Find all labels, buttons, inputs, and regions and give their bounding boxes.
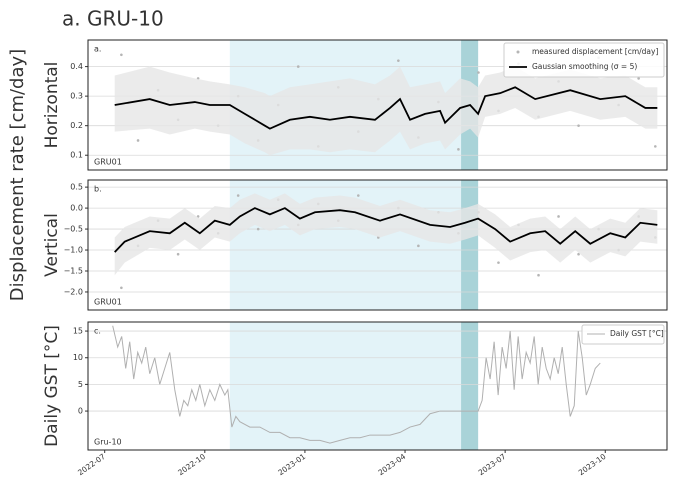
legend-marker xyxy=(516,50,520,54)
y-tick-label: 0 xyxy=(78,407,83,416)
panel-ylabel: Horizontal xyxy=(42,62,62,149)
panel-label: a. xyxy=(94,45,101,54)
measured-point xyxy=(120,286,123,290)
x-tick-label: 2022-07 xyxy=(76,452,107,477)
measured-point xyxy=(577,252,580,256)
station-label: GRU01 xyxy=(94,298,122,307)
y-tick-label: 15 xyxy=(73,327,83,336)
y-tick-label: 0.4 xyxy=(70,62,83,71)
x-tick-label: 2023-04 xyxy=(376,452,407,477)
panel-label: c. xyxy=(94,327,101,336)
measured-point xyxy=(120,53,123,57)
x-tick-label: 2023-01 xyxy=(276,452,307,477)
data-line xyxy=(112,325,601,444)
measured-point xyxy=(637,77,640,80)
x-tick-label: 2023-07 xyxy=(477,452,508,477)
measured-point xyxy=(236,194,240,197)
y-tick-label: 0.1 xyxy=(70,151,83,160)
measured-point xyxy=(654,145,657,148)
legend-box xyxy=(581,324,665,345)
measured-point xyxy=(497,261,500,264)
measured-point xyxy=(457,148,460,151)
station-label: GRU01 xyxy=(94,158,122,167)
shaded-period xyxy=(461,322,479,450)
y-tick-label: −1.5 xyxy=(64,267,83,276)
legend-label: Gaussian smoothing (σ = 5) xyxy=(532,62,637,71)
y-tick-label: 0.2 xyxy=(70,121,83,130)
y-tick-label: 0.3 xyxy=(70,92,83,101)
panel-label: b. xyxy=(94,185,102,194)
y-tick-label: 10 xyxy=(73,353,83,362)
y-tick-label: 0.5 xyxy=(70,183,83,192)
shaded-period xyxy=(229,322,479,450)
panel-ylabel: Daily GST [°C] xyxy=(42,325,62,447)
measured-point xyxy=(296,65,300,68)
legend-label: measured displacement [cm/day] xyxy=(532,47,658,56)
figure-ylabel: Displacement rate [cm/day] xyxy=(7,49,28,301)
y-tick-label: −0.5 xyxy=(64,225,83,234)
measured-point xyxy=(537,273,540,277)
measured-point xyxy=(357,194,360,197)
measured-point xyxy=(397,59,400,62)
smoothing-line xyxy=(114,207,658,253)
measured-point xyxy=(136,139,140,142)
measured-point xyxy=(256,227,260,231)
y-tick-label: 0.0 xyxy=(70,204,83,213)
measured-point xyxy=(417,244,420,248)
smoothing-band xyxy=(114,193,658,276)
station-label: Gru-10 xyxy=(94,438,122,447)
measured-point xyxy=(577,124,580,127)
smoothing-line xyxy=(114,86,658,130)
legend-label: Daily GST [°C] xyxy=(610,329,664,338)
plot-frame xyxy=(87,39,668,171)
x-tick-label: 2022-10 xyxy=(176,452,207,477)
y-tick-label: −1.0 xyxy=(64,246,83,255)
figure-title: a. GRU-10 xyxy=(62,7,164,31)
x-tick-label: 2023-10 xyxy=(577,452,608,477)
panel-ylabel: Vertical xyxy=(42,213,62,277)
measured-point xyxy=(477,71,480,74)
plot-frame xyxy=(87,321,668,451)
measured-point xyxy=(557,215,560,218)
plot-frame xyxy=(87,179,668,311)
legend-box xyxy=(503,42,665,78)
y-tick-label: −2.0 xyxy=(64,287,83,296)
measured-point xyxy=(176,252,180,256)
shaded-period xyxy=(461,180,479,310)
y-tick-label: 5 xyxy=(78,380,83,389)
